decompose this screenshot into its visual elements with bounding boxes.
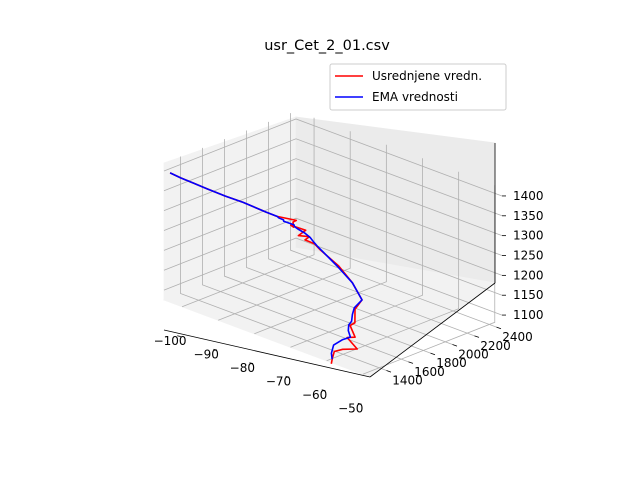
y-gridline	[268, 121, 475, 337]
z-axis-ticks: 1100 1150 1200 1250 1300 1350 1400	[502, 189, 544, 322]
x-gridline	[254, 144, 387, 335]
y-gridline	[224, 139, 431, 354]
y-gridline	[202, 147, 409, 363]
x-gridline	[290, 158, 423, 348]
y-axis-line	[369, 282, 496, 378]
x-tick-mark	[213, 348, 217, 351]
y-tick-mark	[430, 352, 436, 356]
z-tick-label: 1350	[513, 209, 544, 223]
legend-label-series-2: EMA vrednosti	[372, 90, 458, 104]
y-tick-label: 1800	[436, 356, 467, 370]
y-tick-mark	[496, 326, 502, 330]
x-tick-mark	[177, 335, 181, 337]
y-tick-label: 2000	[458, 348, 489, 362]
z-gridline	[163, 237, 503, 316]
legend-frame	[329, 63, 507, 111]
z-gridline	[163, 118, 503, 197]
x-gridline	[218, 131, 351, 321]
y-tick-label: 2400	[502, 330, 533, 344]
z-gridline	[163, 178, 503, 256]
z-tick-label: 1150	[513, 288, 544, 302]
y-gridline	[246, 130, 453, 345]
x-tick-mark	[249, 362, 254, 364]
z-tick-label: 1400	[513, 189, 544, 203]
x-axis-line	[163, 329, 371, 378]
z-gridlines	[163, 118, 503, 316]
chart-title: usr_Cet_2_01.csv	[264, 38, 390, 54]
series-line-2	[169, 172, 363, 360]
z-tick-label: 1250	[513, 249, 544, 263]
x-tick-mark	[357, 402, 362, 405]
z-gridline	[163, 217, 503, 296]
legend-label-series-1: Usrednjene vredn.	[372, 69, 482, 83]
y-tick-label: 1600	[414, 365, 445, 379]
x-tick-label: −80	[230, 361, 255, 375]
x-tick-label: −100	[154, 334, 187, 348]
y-tick-mark	[452, 344, 458, 347]
x-tick-label: −70	[266, 374, 291, 388]
z-tick-label: 1100	[513, 308, 544, 322]
y-gridline	[180, 156, 387, 371]
data-series	[169, 172, 363, 364]
legend: Usrednjene vredn. EMA vrednosti	[329, 63, 507, 111]
y-tick-label: 2200	[480, 339, 511, 353]
x-tick-label: −90	[194, 347, 219, 361]
z-tick-label: 1300	[513, 229, 544, 243]
y-tick-mark	[386, 370, 392, 373]
y-tick-mark	[474, 335, 480, 338]
z-tick-label: 1200	[513, 268, 544, 282]
x-tick-mark	[321, 389, 326, 391]
x-tick-mark	[285, 375, 290, 378]
y-tick-mark	[408, 361, 414, 364]
x-axis-ticks: −100 −90 −80 −70 −60 −50	[154, 334, 364, 416]
y-gridlines	[180, 113, 497, 371]
y-tick-label: 1400	[392, 374, 423, 388]
x-tick-label: −60	[302, 388, 327, 402]
x-gridline	[181, 117, 315, 308]
z-gridline	[163, 197, 503, 276]
z-gridline	[163, 158, 503, 237]
y-gridline	[290, 113, 497, 328]
z-gridline	[163, 138, 503, 217]
x-gridline	[326, 171, 460, 362]
x-tick-label: −50	[338, 401, 363, 415]
